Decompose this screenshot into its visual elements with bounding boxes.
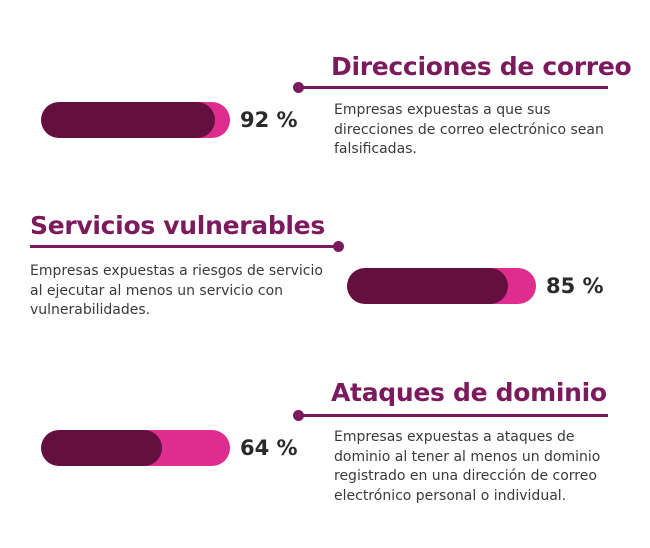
progress-bar-fill bbox=[41, 102, 215, 138]
stat-title: Direcciones de correo bbox=[331, 52, 632, 81]
progress-bar-fill bbox=[347, 268, 508, 304]
heading-underline bbox=[30, 245, 340, 248]
progress-bar bbox=[41, 430, 230, 466]
heading-underline bbox=[298, 86, 608, 89]
stat-description: Empresas expuestas a que sus direcciones… bbox=[334, 102, 604, 157]
percent-label: 85 % bbox=[546, 274, 604, 298]
stat-description: Empresas expuestas a riesgos de servicio… bbox=[30, 263, 323, 318]
heading-underline bbox=[298, 414, 608, 417]
percent-label: 92 % bbox=[240, 108, 298, 132]
progress-bar bbox=[41, 102, 230, 138]
stat-description: Empresas expuestas a ataques de dominio … bbox=[334, 429, 601, 504]
progress-bar-fill bbox=[41, 430, 162, 466]
heading-dot-marker bbox=[333, 241, 344, 252]
percent-label: 64 % bbox=[240, 436, 298, 460]
progress-bar bbox=[347, 268, 536, 304]
stat-title: Servicios vulnerables bbox=[30, 211, 325, 240]
stat-title: Ataques de dominio bbox=[331, 378, 607, 407]
